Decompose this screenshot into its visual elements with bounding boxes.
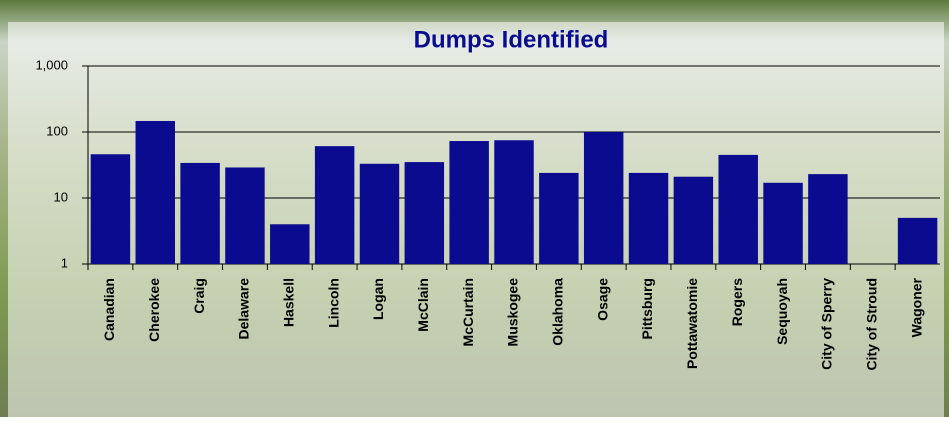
x-tick-label: City of Sperry bbox=[819, 278, 835, 370]
bar bbox=[359, 163, 400, 264]
x-tick-label: Delaware bbox=[236, 278, 252, 340]
bar bbox=[808, 174, 848, 264]
x-tick-label: Pottawatomie bbox=[684, 278, 700, 369]
x-tick-label: City of Stroud bbox=[863, 278, 879, 371]
x-tick-label: Rogers bbox=[729, 278, 745, 326]
bar bbox=[449, 141, 489, 264]
bar bbox=[494, 140, 534, 264]
x-tick-label: Logan bbox=[370, 278, 386, 320]
y-tick-label: 1,000 bbox=[35, 57, 68, 72]
x-tick-label: Cherokee bbox=[146, 278, 162, 342]
y-tick-label: 10 bbox=[54, 189, 68, 204]
bar bbox=[673, 176, 714, 264]
y-tick-label: 1 bbox=[61, 255, 68, 270]
x-tick-label: Craig bbox=[191, 278, 207, 314]
bar bbox=[180, 162, 220, 264]
bar bbox=[135, 120, 175, 264]
x-tick-label: Haskell bbox=[280, 278, 296, 327]
bar bbox=[763, 182, 803, 264]
bar bbox=[90, 154, 131, 264]
bar bbox=[270, 224, 310, 264]
x-tick-label: Muskogee bbox=[505, 278, 521, 347]
x-tick-label: Lincoln bbox=[325, 278, 341, 328]
x-tick-label: McCurtain bbox=[460, 278, 476, 346]
bar bbox=[404, 162, 445, 264]
bar bbox=[897, 217, 938, 264]
bar bbox=[718, 154, 758, 264]
x-tick-label: McClain bbox=[415, 278, 431, 332]
bar bbox=[225, 167, 265, 264]
x-tick-label: Pittsburg bbox=[639, 278, 655, 339]
bar bbox=[314, 146, 355, 264]
x-tick-label: Oklahoma bbox=[550, 278, 566, 346]
chart-title: Dumps Identified bbox=[414, 26, 609, 53]
x-tick-label: Osage bbox=[594, 278, 610, 321]
x-tick-label: Wagoner bbox=[908, 277, 924, 337]
x-tick-label: Canadian bbox=[101, 278, 117, 341]
bar bbox=[628, 172, 669, 264]
y-tick-label: 100 bbox=[46, 123, 68, 138]
bar bbox=[583, 132, 624, 264]
bar bbox=[539, 172, 579, 264]
x-tick-label: Sequoyah bbox=[774, 278, 790, 345]
